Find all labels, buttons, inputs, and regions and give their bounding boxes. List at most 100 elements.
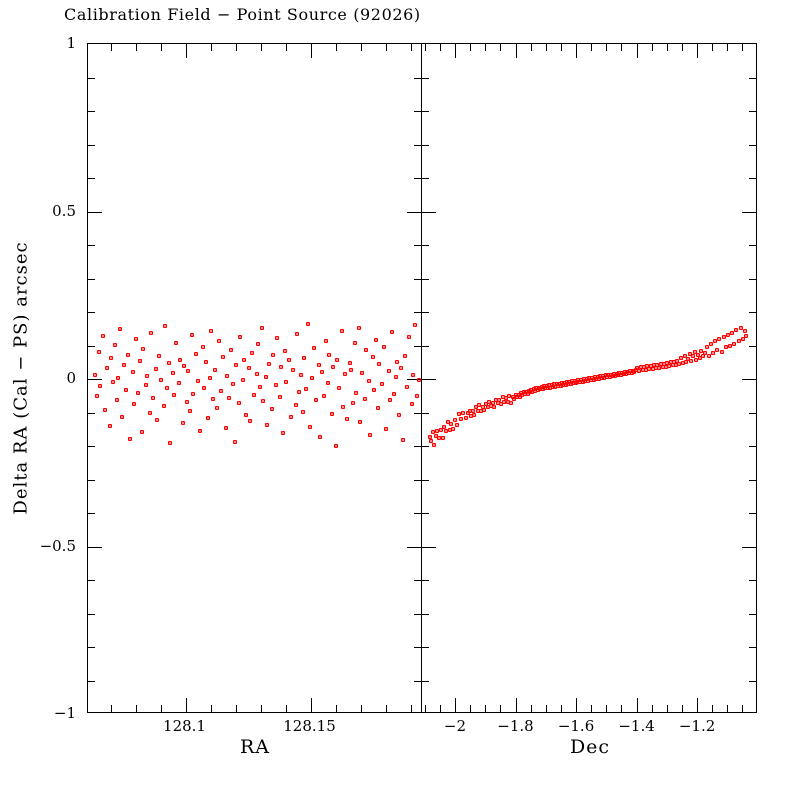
data-point	[184, 399, 189, 404]
data-point	[702, 351, 707, 356]
data-point	[337, 385, 341, 390]
data-point	[455, 423, 460, 428]
data-point	[360, 371, 365, 376]
data-point	[130, 369, 135, 374]
x-tick	[651, 44, 653, 51]
x-tick	[160, 44, 162, 51]
y-tick	[422, 680, 429, 682]
x-tick	[360, 705, 362, 712]
y-tick	[88, 77, 95, 79]
data-point	[350, 401, 355, 406]
x-tick	[576, 44, 578, 58]
data-point	[94, 394, 99, 399]
data-point	[107, 424, 112, 429]
x-tick	[160, 705, 162, 712]
x-tick	[335, 44, 337, 51]
data-point	[725, 333, 730, 338]
y-tick	[88, 211, 102, 213]
data-point	[191, 391, 196, 396]
x-tick	[424, 44, 426, 51]
data-point	[723, 345, 728, 350]
y-tick	[749, 312, 756, 313]
data-point	[174, 340, 179, 345]
data-point	[400, 437, 405, 442]
x-tick	[485, 44, 487, 51]
y-tick	[88, 546, 102, 548]
x-tick	[651, 705, 653, 712]
y-tick	[422, 446, 429, 447]
data-point	[321, 394, 326, 399]
x-tick	[712, 44, 714, 51]
y-tick	[88, 245, 95, 246]
data-point	[290, 368, 295, 373]
y-tick	[88, 479, 95, 481]
data-point	[404, 384, 409, 389]
data-point	[195, 379, 200, 383]
y-tick	[422, 312, 429, 313]
data-point	[689, 358, 694, 363]
data-point	[449, 422, 454, 427]
y-tick	[422, 546, 436, 548]
x-tick	[500, 44, 502, 51]
x-tick	[335, 705, 337, 712]
y-tick	[422, 345, 429, 347]
y-tick	[422, 613, 429, 615]
data-point	[430, 429, 435, 434]
x-tick	[285, 44, 287, 51]
data-point	[157, 354, 162, 359]
data-point	[498, 402, 503, 407]
data-point	[327, 352, 332, 357]
data-point	[387, 397, 392, 402]
data-point	[121, 362, 126, 367]
data-point	[110, 379, 115, 384]
data-point	[395, 359, 400, 364]
x-tick-label: −2	[443, 717, 467, 735]
data-point	[677, 361, 682, 366]
data-point	[279, 364, 283, 369]
data-point	[397, 412, 401, 417]
x-tick	[591, 44, 593, 51]
y-tick	[88, 278, 95, 280]
data-point	[340, 328, 344, 333]
panel-dec	[422, 43, 757, 713]
data-point	[177, 381, 182, 386]
data-point	[354, 390, 358, 395]
data-point	[301, 409, 305, 414]
data-point	[472, 412, 477, 417]
x-tick	[310, 698, 312, 712]
data-point	[139, 429, 144, 434]
y-tick	[88, 312, 95, 313]
data-point	[482, 408, 487, 413]
x-tick	[385, 705, 387, 712]
data-point	[325, 381, 330, 386]
data-point	[124, 388, 129, 393]
x-tick	[681, 44, 683, 51]
x-tick	[385, 44, 387, 51]
y-tick	[88, 345, 95, 347]
data-point	[440, 435, 445, 440]
data-point	[734, 328, 739, 333]
data-point	[459, 417, 464, 422]
data-point	[254, 371, 259, 376]
data-point	[267, 361, 272, 366]
data-point	[242, 357, 246, 362]
x-tick-label: 128.15	[283, 717, 336, 735]
y-tick	[749, 278, 756, 280]
y-tick	[742, 379, 756, 380]
data-point	[108, 355, 113, 360]
y-tick	[88, 513, 95, 514]
y-tick	[422, 513, 429, 514]
y-tick	[414, 245, 421, 246]
data-point	[413, 323, 417, 328]
data-point	[151, 396, 155, 401]
y-tick	[414, 144, 421, 146]
data-point	[742, 329, 747, 334]
data-point	[347, 360, 352, 365]
data-point	[699, 349, 704, 354]
x-tick	[560, 705, 562, 712]
data-point	[463, 415, 468, 420]
data-point	[120, 414, 125, 419]
data-point	[127, 436, 132, 441]
y-tick	[749, 412, 756, 414]
x-tick	[235, 44, 237, 51]
